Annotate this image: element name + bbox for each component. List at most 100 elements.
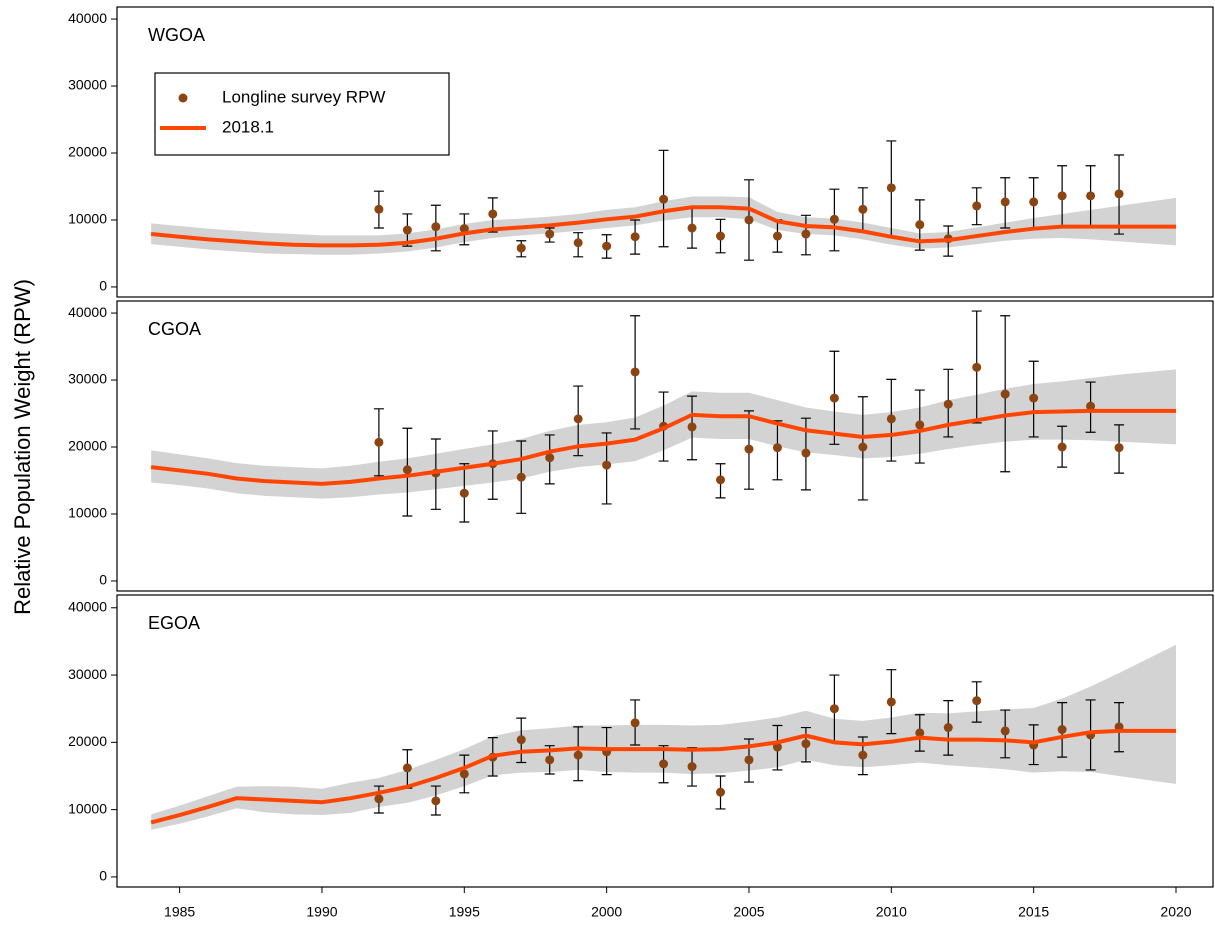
x-tick-label: 2010 [876, 904, 907, 920]
survey-point [630, 232, 640, 242]
model-line [150, 205, 1176, 248]
survey-point [1000, 726, 1010, 736]
survey-point [545, 229, 555, 239]
survey-point [1057, 442, 1067, 452]
y-axis-label: Relative Population Weight (RPW) [10, 279, 35, 615]
survey-point [972, 362, 982, 372]
survey-point [858, 750, 868, 760]
survey-point [687, 762, 697, 772]
y-tick-label: 30000 [68, 666, 107, 682]
survey-point [1114, 189, 1124, 199]
survey-point [915, 728, 925, 738]
survey-point [858, 442, 868, 452]
survey-point [573, 238, 583, 248]
y-tick-label: 20000 [68, 144, 107, 160]
survey-point [602, 460, 612, 470]
survey-point [829, 393, 839, 403]
survey-point [943, 723, 953, 733]
legend-marker [178, 93, 188, 103]
survey-point [659, 194, 669, 204]
survey-point [972, 696, 982, 706]
survey-point [716, 787, 726, 797]
survey-point [459, 224, 469, 234]
survey-point [687, 223, 697, 233]
survey-point [886, 414, 896, 424]
survey-point [1000, 389, 1010, 399]
survey-point [516, 472, 526, 482]
survey-point [829, 214, 839, 224]
survey-point [943, 399, 953, 409]
survey-point [630, 718, 640, 728]
panel-frame [116, 300, 1214, 592]
survey-point [374, 437, 384, 447]
survey-point [772, 742, 782, 752]
survey-point [374, 204, 384, 214]
survey-point [915, 420, 925, 430]
panel-title: CGOA [148, 319, 201, 339]
survey-point [459, 769, 469, 779]
survey-point [374, 794, 384, 804]
survey-point [516, 243, 526, 253]
survey-point [915, 220, 925, 230]
survey-point [744, 755, 754, 765]
x-tick-label: 1985 [164, 904, 195, 920]
x-tick-label: 1995 [449, 904, 480, 920]
survey-point [1029, 393, 1039, 403]
y-tick-label: 0 [99, 868, 107, 884]
y-tick-label: 10000 [68, 505, 107, 521]
survey-point [772, 231, 782, 241]
survey-point [402, 225, 412, 235]
survey-point [716, 231, 726, 241]
survey-point [772, 443, 782, 453]
x-tick-label: 2020 [1160, 904, 1191, 920]
y-tick-label: 30000 [68, 371, 107, 387]
survey-point [1086, 401, 1096, 411]
model-line [150, 728, 1176, 825]
y-tick-label: 30000 [68, 77, 107, 93]
y-tick-label: 10000 [68, 211, 107, 227]
survey-point [431, 796, 441, 806]
survey-point [573, 750, 583, 760]
y-tick-label: 0 [99, 572, 107, 588]
y-tick-label: 10000 [68, 800, 107, 816]
survey-point [1000, 197, 1010, 207]
survey-point [545, 755, 555, 765]
y-tick-label: 20000 [68, 438, 107, 454]
panel-title: EGOA [148, 613, 200, 633]
survey-point [801, 229, 811, 239]
survey-point [459, 488, 469, 498]
panel-title: WGOA [148, 25, 205, 45]
survey-point [659, 759, 669, 769]
survey-point [630, 367, 640, 377]
panel-frame [116, 594, 1214, 888]
y-tick-label: 20000 [68, 733, 107, 749]
legend-label: 2018.1 [222, 117, 274, 136]
x-tick-label: 1990 [306, 904, 337, 920]
survey-point [886, 183, 896, 193]
survey-point [829, 704, 839, 714]
legend-frame [154, 72, 450, 156]
survey-point [886, 697, 896, 707]
survey-point [858, 204, 868, 214]
survey-point [801, 739, 811, 749]
survey-point [744, 215, 754, 225]
survey-point [1114, 443, 1124, 453]
y-tick-label: 40000 [68, 304, 107, 320]
y-tick-label: 40000 [68, 10, 107, 26]
survey-point [573, 414, 583, 424]
y-tick-label: 0 [99, 278, 107, 294]
survey-point [744, 444, 754, 454]
x-tick-label: 2000 [591, 904, 622, 920]
survey-point [516, 735, 526, 745]
survey-point [488, 209, 498, 219]
y-tick-label: 40000 [68, 598, 107, 614]
survey-point [402, 763, 412, 773]
survey-point [1086, 191, 1096, 201]
model-line [150, 408, 1176, 486]
survey-point [545, 453, 555, 463]
panel-frame [116, 6, 1214, 298]
survey-point [972, 201, 982, 211]
survey-point [602, 241, 612, 251]
